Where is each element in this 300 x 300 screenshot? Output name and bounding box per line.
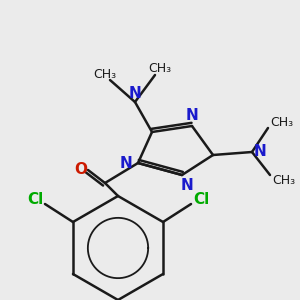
Text: N: N [129,86,141,101]
Text: CH₃: CH₃ [270,116,294,130]
Text: CH₃: CH₃ [272,173,296,187]
Text: N: N [254,145,266,160]
Text: Cl: Cl [193,193,209,208]
Text: N: N [120,155,132,170]
Text: Cl: Cl [27,193,43,208]
Text: CH₃: CH₃ [148,62,172,76]
Text: N: N [186,109,198,124]
Text: CH₃: CH₃ [93,68,117,80]
Text: N: N [181,178,194,194]
Text: O: O [74,163,88,178]
